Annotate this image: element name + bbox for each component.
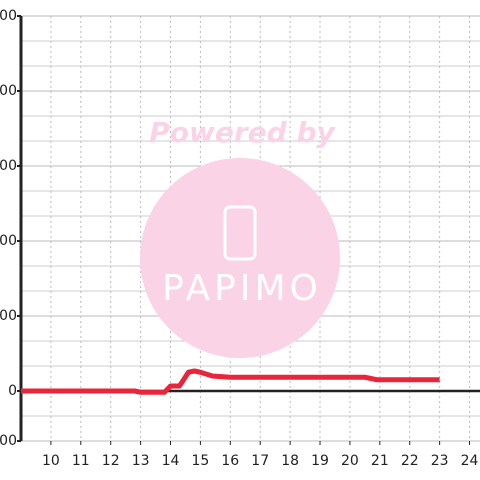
x-tick-label: 14 bbox=[162, 453, 180, 469]
watermark-phone bbox=[223, 205, 257, 261]
x-tick-label: 23 bbox=[431, 453, 449, 469]
x-tick-label: 20 bbox=[341, 453, 359, 469]
x-tick-label: 22 bbox=[401, 453, 419, 469]
y-tick-label: 30,000 bbox=[0, 308, 17, 324]
watermark-logo: PAPIMO bbox=[162, 268, 322, 309]
x-tick-label: 10 bbox=[42, 453, 60, 469]
y-tick-label: 60,000 bbox=[0, 233, 17, 249]
x-tick-label: 16 bbox=[221, 453, 239, 469]
data-line bbox=[21, 368, 440, 395]
y-tick-label: -20,000 bbox=[0, 433, 17, 449]
y-tick-label: 120,000 bbox=[0, 83, 17, 99]
watermark-title: Powered by bbox=[149, 116, 336, 149]
x-tick-label: 21 bbox=[371, 453, 389, 469]
x-tick-label: 19 bbox=[311, 453, 329, 469]
x-tick-label: 12 bbox=[102, 453, 120, 469]
y-tick-label: 90,000 bbox=[0, 158, 17, 174]
watermark: Powered by PAPIMO bbox=[140, 116, 340, 358]
x-tick-label: 24 bbox=[461, 453, 479, 469]
x-tick-label: 15 bbox=[191, 453, 209, 469]
y-tick-label: 150,000 bbox=[0, 8, 17, 24]
y-tick-label: 0 bbox=[8, 383, 17, 399]
x-tick-label: 17 bbox=[251, 453, 269, 469]
x-tick-label: 18 bbox=[281, 453, 299, 469]
x-tick-label: 11 bbox=[72, 453, 90, 469]
plot: -20,000 0 30,000 60,000 90,000 120,000 150,000… bbox=[0, 8, 480, 469]
x-tick-label: 13 bbox=[132, 453, 150, 469]
